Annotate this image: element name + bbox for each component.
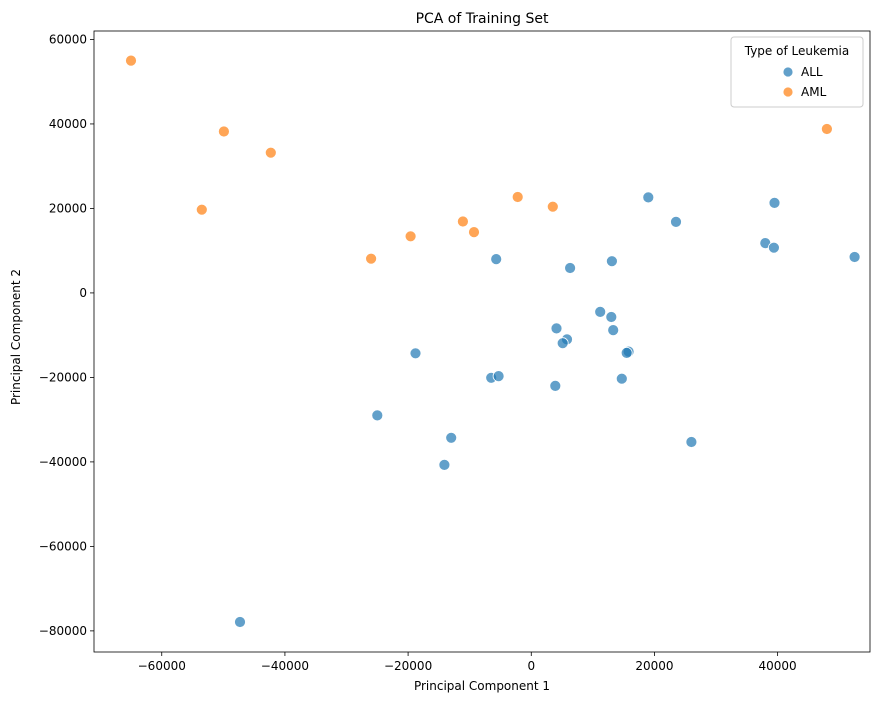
y-tick-label: −40000	[39, 455, 87, 469]
point-all-9	[594, 305, 607, 318]
point-aml-7	[468, 226, 480, 239]
y-tick-label: 0	[79, 286, 87, 300]
plot-background	[94, 31, 870, 652]
point-all-1	[670, 215, 682, 228]
point-all-20	[615, 372, 628, 385]
point-aml-4	[365, 252, 378, 265]
point-all-23	[445, 431, 458, 444]
point-aml-1	[217, 125, 230, 138]
point-aml-0	[125, 54, 137, 67]
y-tick-label: −20000	[39, 370, 87, 384]
axes: −60000 −40000 −20000 0 20000 40000 −80000 −6000…	[39, 30, 871, 673]
point-all-16	[620, 346, 633, 359]
legend-title: Type of Leukemia	[744, 44, 850, 58]
plot-area	[94, 31, 870, 652]
y-tick-label: 40000	[49, 117, 87, 131]
point-all-6	[490, 253, 503, 266]
point-aml-10	[821, 123, 833, 135]
data-points	[125, 54, 861, 628]
x-tick-label: −40000	[261, 659, 309, 673]
y-tick-label: −60000	[39, 539, 87, 553]
point-aml-5	[404, 230, 417, 243]
point-all-14	[556, 337, 569, 350]
point-aml-3	[195, 203, 208, 216]
chart-title: PCA of Training Set	[416, 11, 549, 27]
x-axis-label: Principal Component 1	[414, 679, 550, 693]
legend: Type of Leukemia ALL AML	[730, 36, 864, 108]
point-all-25	[438, 458, 451, 471]
point-aml-2	[264, 146, 277, 159]
point-all-12	[607, 324, 620, 337]
point-all-22	[371, 409, 384, 422]
x-tick-label: 40000	[759, 659, 797, 673]
point-all-8	[606, 255, 618, 268]
x-tick-label: 20000	[635, 659, 673, 673]
legend-frame	[730, 36, 864, 108]
point-all-2	[768, 196, 781, 209]
x-tick-label: −60000	[138, 659, 186, 673]
point-aml-9	[546, 200, 559, 213]
point-all-5	[848, 251, 861, 263]
y-axis-label: Principal Component 2	[9, 269, 23, 405]
legend-marker-all	[782, 66, 794, 78]
legend-label-aml: AML	[801, 85, 827, 99]
point-all-26	[234, 616, 246, 628]
y-tick-label: 20000	[49, 201, 87, 215]
y-tick-label: 60000	[49, 32, 87, 46]
point-all-7	[564, 262, 576, 274]
axes-frame	[93, 30, 871, 653]
point-all-21	[549, 379, 562, 392]
point-all-11	[550, 322, 563, 335]
legend-marker-aml	[782, 86, 794, 98]
point-all-24	[685, 436, 698, 448]
point-all-19	[492, 370, 505, 383]
x-tick-label: 0	[527, 659, 535, 673]
point-all-4	[768, 241, 780, 254]
point-all-0	[642, 191, 655, 204]
point-all-10	[605, 311, 618, 323]
x-tick-label: −20000	[384, 659, 432, 673]
point-aml-6	[456, 215, 469, 228]
legend-label-all: ALL	[801, 65, 823, 79]
point-all-17	[409, 347, 422, 360]
point-aml-8	[511, 191, 524, 203]
y-tick-label: −80000	[39, 624, 87, 638]
